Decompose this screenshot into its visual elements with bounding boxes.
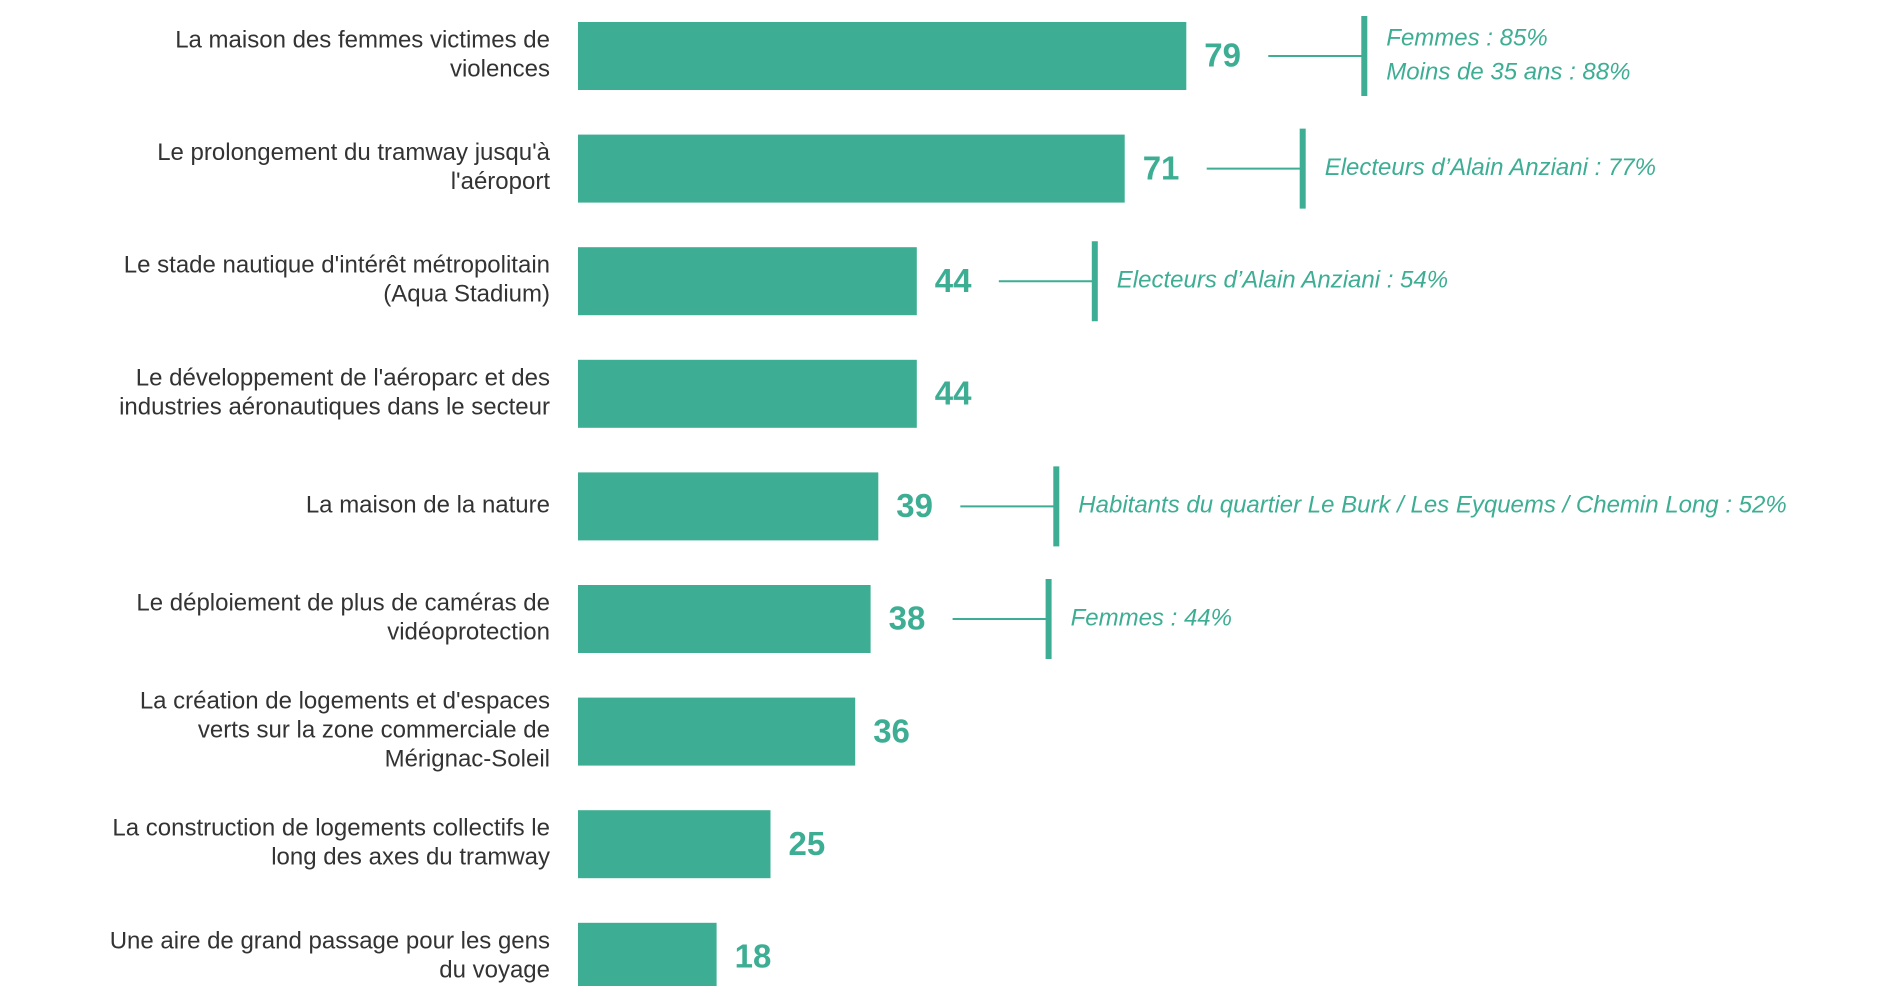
annotation: Habitants du quartier Le Burk / Les Eyqu… <box>1078 492 1786 519</box>
category-label: La maison de la nature <box>306 492 550 519</box>
bar <box>578 247 917 316</box>
value-label: 18 <box>735 938 772 975</box>
category-label: Une aire de grand passage pour les gens d… <box>110 928 550 984</box>
annotation: Electeurs d’Alain Anziani : 54% <box>1117 267 1448 294</box>
annotation: Electeurs d’Alain Anziani : 77% <box>1325 154 1656 181</box>
bar <box>578 359 917 428</box>
bar <box>578 922 717 986</box>
value-label: 44 <box>935 375 972 412</box>
value-label: 39 <box>896 487 933 524</box>
category-label: La construction de logements collectifs … <box>112 815 550 871</box>
value-label: 38 <box>889 600 926 637</box>
category-label: Le stade nautique d'intérêt métropolitai… <box>124 252 550 308</box>
category-label: Le prolongement du tramway jusqu'à l'aéro… <box>157 139 550 195</box>
value-label: 71 <box>1143 149 1180 186</box>
annotation: Moins de 35 ans : 88% <box>1386 58 1630 85</box>
category-label: Le développement de l'aéroparc et des ind… <box>119 365 550 421</box>
bar <box>578 134 1125 203</box>
category-label: La création de logements et d'espaces ver… <box>140 688 550 773</box>
value-label: 79 <box>1204 37 1241 74</box>
value-label: 25 <box>789 825 826 862</box>
category-label: Le déploiement de plus de caméras de vidé… <box>136 590 550 646</box>
value-label: 44 <box>935 262 972 299</box>
bar <box>578 472 879 541</box>
value-label: 36 <box>873 712 910 749</box>
bar <box>578 22 1187 90</box>
annotation: Femmes : 44% <box>1071 604 1232 631</box>
bar <box>578 697 856 766</box>
bar <box>578 810 771 879</box>
annotation: Femmes : 85% <box>1386 24 1547 51</box>
bar <box>578 585 871 653</box>
category-label: La maison des femmes victimes de violence… <box>175 27 550 83</box>
